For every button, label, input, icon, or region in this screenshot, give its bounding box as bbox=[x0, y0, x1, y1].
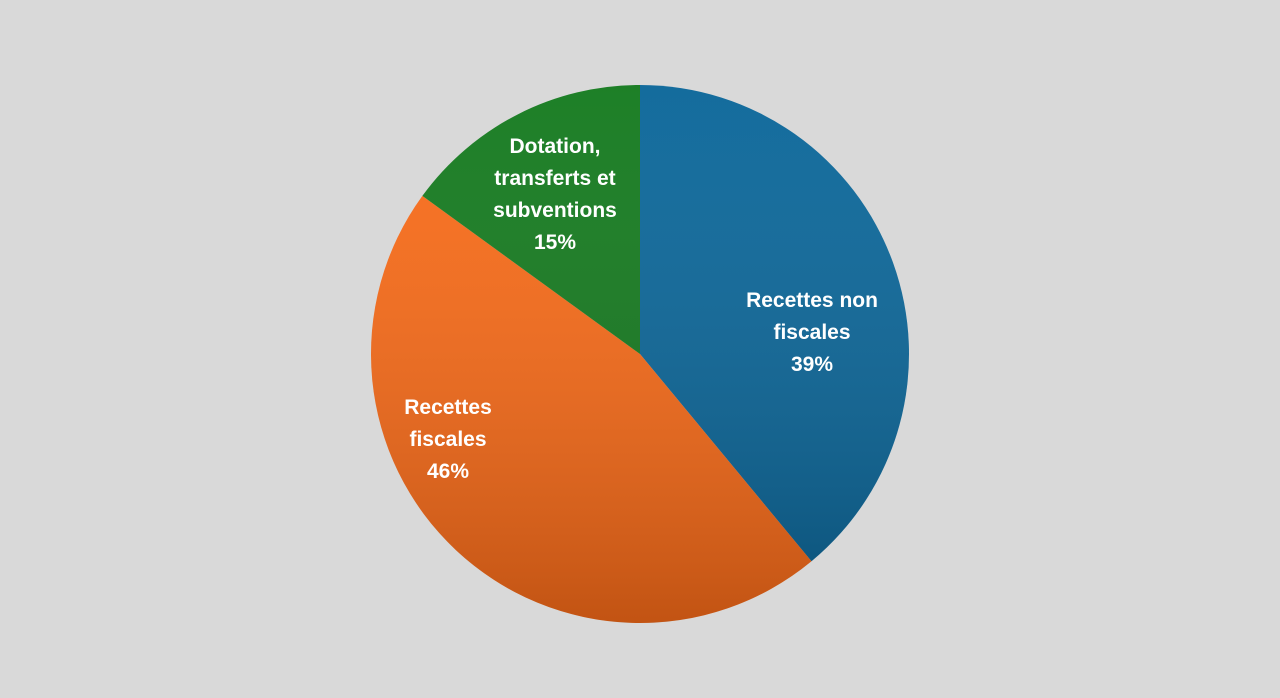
value-label: 15% bbox=[533, 231, 577, 254]
value-label: 46% bbox=[426, 460, 470, 483]
value-label: 39% bbox=[790, 353, 834, 376]
category-label: Dotation, transferts et subventions bbox=[493, 135, 617, 222]
slice-label: Recettes fiscales 46% bbox=[363, 392, 533, 488]
category-label: Recettes non fiscales bbox=[746, 289, 878, 344]
slice-label: Dotation, transferts et subventions 15% bbox=[475, 131, 635, 259]
slice-label: Recettes non fiscales 39% bbox=[727, 285, 897, 381]
category-label: Recettes fiscales bbox=[404, 396, 492, 451]
